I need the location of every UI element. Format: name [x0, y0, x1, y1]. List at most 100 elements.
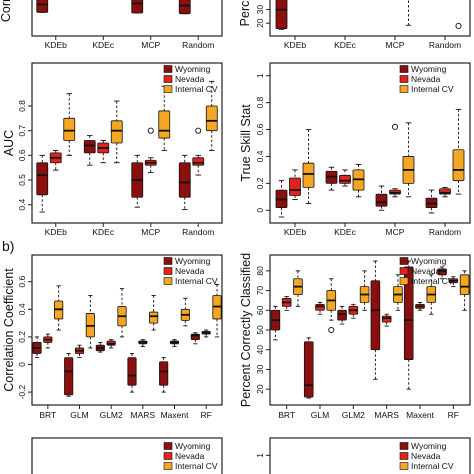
iqr-box — [275, 0, 288, 30]
x-tick-label: KDEc — [334, 227, 356, 237]
box-internal-cv — [212, 284, 222, 338]
box-wyoming — [178, 154, 191, 211]
box-wyoming — [95, 341, 105, 353]
iqr-box — [158, 110, 171, 139]
box-wyoming — [303, 337, 314, 399]
legend-label: Wyoming — [175, 256, 211, 266]
y-tick-label: 30 — [255, 364, 265, 374]
x-tick-label: KDEb — [45, 40, 67, 50]
plot-frame — [31, 62, 223, 224]
panel-a-auc: 0.4 0.5 0.6 0.7 0.8 AUC KDEb KDEc MCP Random Wyomi… — [2, 62, 223, 237]
iqr-box — [315, 303, 325, 311]
box-nevada — [169, 339, 180, 348]
y-tick-label: 0.2 — [255, 177, 265, 189]
legend-label: Internal CV — [411, 276, 454, 286]
box-wyoming — [36, 154, 49, 213]
legend-label: Internal CV — [411, 84, 454, 94]
x-tick-label: Random — [429, 227, 461, 237]
box-internal-cv — [326, 278, 337, 321]
box-internal-cv — [393, 274, 403, 311]
box-internal-cv — [426, 274, 437, 315]
iqr-box — [159, 361, 169, 386]
box-nevada — [49, 149, 62, 171]
legend-label: Internal CV — [411, 461, 454, 471]
box-nevada — [201, 329, 211, 338]
legend-label: Wyoming — [411, 441, 447, 451]
x-tick-label: KDEb — [45, 227, 67, 237]
y-axis-title: Percent Correctly Classified — [239, 253, 253, 407]
plot-frame — [31, 437, 223, 474]
x-tick-label: GLM — [311, 410, 329, 420]
box-nevada — [348, 303, 359, 319]
y-tick-label: 0.4 — [17, 198, 27, 210]
legend-label: Nevada — [411, 266, 441, 276]
x-tick-label: MCP — [386, 40, 405, 50]
box-nevada — [97, 140, 110, 164]
y-tick-label: 0.4 — [17, 303, 27, 315]
box-nevada — [389, 188, 401, 198]
legend-swatch — [163, 442, 173, 450]
iqr-box — [339, 174, 351, 184]
y-tick-label: 80 — [255, 266, 265, 276]
x-tick-label: MARS — [131, 410, 156, 420]
x-tick-label: RF — [448, 410, 459, 420]
box-wyoming — [270, 305, 281, 341]
legend-swatch — [163, 462, 173, 470]
legend-label: Wyoming — [411, 64, 447, 74]
y-tick-label: 30 — [255, 5, 265, 15]
legend-swatch — [399, 267, 409, 275]
iqr-box — [36, 162, 49, 196]
box-wyoming — [190, 332, 200, 345]
plot-frame — [31, 254, 223, 406]
box-wyoming — [32, 336, 42, 359]
box-internal-cv — [149, 295, 159, 331]
box-internal-cv — [302, 129, 315, 204]
y-tick-label: 20 — [255, 384, 265, 394]
iqr-box — [459, 274, 470, 295]
legend-swatch — [399, 442, 409, 450]
iqr-box — [83, 140, 96, 154]
x-tick-label: GLM — [70, 410, 88, 420]
iqr-box — [337, 309, 347, 321]
y-tick-label: 20 — [255, 18, 265, 28]
plot-frame — [269, 0, 471, 37]
iqr-box — [403, 266, 414, 360]
y-axis-title: Perce — [238, 0, 252, 26]
box-internal-cv — [459, 270, 470, 311]
iqr-box — [36, 0, 49, 13]
x-tick-label: Random — [429, 40, 461, 50]
y-axis-title: Correlation Coefficient — [2, 268, 16, 392]
box-nevada — [144, 157, 157, 174]
boxes — [36, 80, 218, 213]
x-tick-label: KDEc — [334, 40, 356, 50]
box-internal-cv — [359, 270, 370, 311]
y-tick-label: 1 — [255, 73, 265, 78]
y-tick-label: 0.4 — [255, 150, 265, 162]
x-tick-label: Random — [182, 40, 214, 50]
x-tick-label: BRT — [278, 410, 295, 420]
y-tick-label: 0.6 — [255, 123, 265, 135]
box-nevada — [74, 344, 85, 359]
iqr-box — [370, 280, 381, 351]
x-tick-label: MCP — [141, 227, 160, 237]
x-tick-label: MCP — [141, 40, 160, 50]
outlier-point — [455, 22, 462, 29]
iqr-box — [131, 0, 144, 14]
legend-swatch — [163, 257, 173, 265]
legend-swatch — [399, 65, 409, 73]
iqr-box — [289, 177, 301, 196]
box-wyoming — [325, 166, 338, 191]
box-internal-cv — [352, 164, 365, 198]
x-tick-label: KDEc — [92, 40, 114, 50]
iqr-box — [127, 357, 137, 386]
box-wyoming — [131, 0, 144, 14]
y-tick-label: 0.5 — [17, 174, 27, 186]
